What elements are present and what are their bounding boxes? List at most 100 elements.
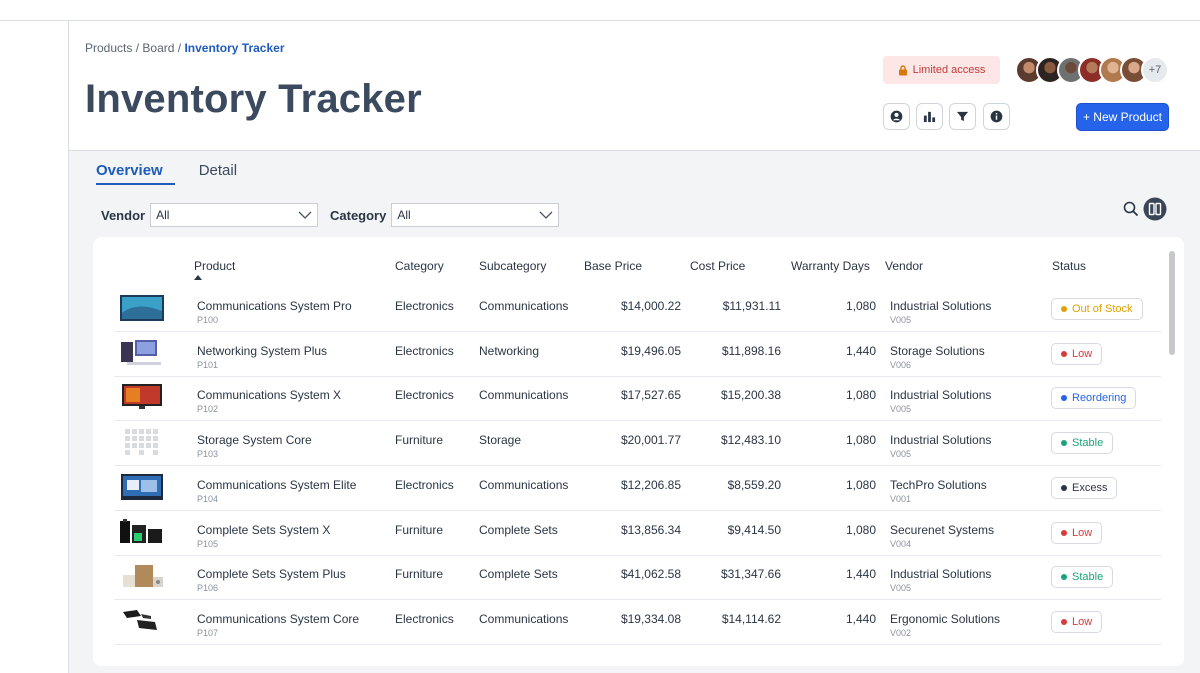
product-name[interactable]: Communications System Pro — [197, 299, 352, 313]
header-warranty-days[interactable]: Warranty Days — [791, 259, 870, 273]
header-category[interactable]: Category — [395, 259, 444, 273]
product-thumbnail — [123, 565, 163, 588]
table-row[interactable]: Complete Sets System X P105 Furniture Co… — [93, 511, 1161, 556]
table-row[interactable]: Communications System Elite P104 Electro… — [93, 466, 1161, 511]
table-row[interactable]: Communications System Core P107 Electron… — [93, 600, 1161, 645]
table-row[interactable]: Communications System X P102 Electronics… — [93, 376, 1161, 422]
vendor-id: V006 — [890, 359, 912, 370]
row-divider — [115, 420, 1161, 422]
table-row[interactable]: Storage System Core P103 Furniture Stora… — [93, 421, 1161, 467]
chart-view-button[interactable] — [916, 103, 943, 130]
status-badge: Out of Stock — [1051, 298, 1143, 320]
subcategory-cell: Complete Sets — [479, 522, 558, 537]
vendor-id: V005 — [890, 315, 912, 325]
status-label: Reordering — [1072, 392, 1127, 405]
product-cell: Storage System Core P103 — [197, 433, 312, 459]
base-price-cell: $14,000.22 — [620, 299, 681, 313]
user-circle-icon — [890, 110, 903, 123]
subcategory-cell: Storage — [479, 433, 522, 448]
limited-access-label: Limited access — [912, 64, 986, 76]
product-name[interactable]: Communications System Elite — [197, 477, 357, 492]
product-id: P106 — [197, 583, 219, 594]
breadcrumb-separator: / — [177, 41, 182, 55]
collaborator-avatars[interactable]: +7 — [1015, 56, 1169, 84]
vendor-id: V005 — [890, 449, 912, 460]
header-base-price[interactable]: Base Price — [584, 259, 643, 273]
vendor-id: V004 — [890, 538, 912, 549]
base-price-cell: $13,856.34 — [620, 522, 681, 537]
status-dot — [1061, 306, 1067, 312]
new-product-button[interactable]: + New Product — [1076, 103, 1169, 131]
header-subcategory[interactable]: Subcategory — [479, 259, 547, 273]
vendor-name: Securenet Systems — [890, 522, 995, 537]
product-name[interactable]: Communications System Core — [197, 611, 360, 626]
table-row[interactable]: Complete Sets System Plus P106 Furniture… — [93, 555, 1161, 601]
vendor-cell: Storage Solutions V006 — [890, 344, 985, 370]
vendor-filter-label: Vendor — [101, 207, 146, 223]
product-name[interactable]: Complete Sets System X — [197, 522, 331, 537]
breadcrumb: Products / Board / Inventory Tracker — [85, 41, 285, 55]
filter-icon — [956, 111, 969, 122]
row-divider — [115, 509, 1161, 511]
base-price-cell: $12,206.85 — [620, 477, 681, 492]
header-cost-price[interactable]: Cost Price — [690, 259, 746, 273]
chevron-down-icon — [539, 211, 553, 219]
vertical-scrollbar[interactable] — [1169, 251, 1175, 355]
product-name[interactable]: Communications System X — [197, 388, 342, 403]
status-badge: Stable — [1051, 566, 1114, 589]
table-row[interactable]: Networking System Plus P101 Electronics … — [93, 332, 1161, 377]
more-avatars-count[interactable]: +7 — [1141, 56, 1169, 84]
status-dot — [1061, 440, 1067, 447]
vendor-id: V005 — [890, 404, 912, 415]
breadcrumb-separator: / — [135, 41, 140, 55]
header-vendor[interactable]: Vendor — [885, 259, 924, 273]
user-filter-button[interactable] — [883, 103, 910, 130]
table-row[interactable]: Communications System Pro P100 Electroni… — [93, 287, 1161, 332]
status-badge: Low — [1051, 610, 1103, 633]
sort-asc-icon[interactable] — [194, 275, 202, 280]
info-button[interactable] — [983, 103, 1010, 130]
subcategory-cell: Networking — [479, 343, 540, 358]
filter-button[interactable] — [949, 103, 976, 130]
page-title: Inventory Tracker — [85, 77, 422, 121]
status-badge: Excess — [1051, 476, 1118, 499]
status-label: Stable — [1072, 571, 1104, 584]
category-select[interactable]: All — [391, 203, 560, 227]
category-cell: Furniture — [395, 433, 444, 448]
product-cell: Complete Sets System X P105 — [197, 523, 330, 549]
left-rail — [0, 21, 69, 673]
product-id: P103 — [197, 449, 219, 460]
cost-price-cell: $12,483.10 — [720, 433, 781, 448]
product-cell: Complete Sets System Plus P106 — [197, 567, 346, 593]
header-product[interactable]: Product — [194, 259, 236, 273]
category-cell: Electronics — [395, 388, 454, 403]
view-tabs: Overview Detail — [96, 159, 261, 185]
warranty-days-cell: 1,440 — [845, 343, 876, 358]
limited-access-badge[interactable]: Limited access — [883, 56, 1000, 84]
base-price-cell: $17,527.65 — [620, 388, 681, 403]
columns-toggle-button[interactable] — [1143, 197, 1167, 226]
breadcrumb-board[interactable]: Board — [142, 41, 175, 55]
vendor-cell: Securenet Systems V004 — [890, 523, 994, 549]
header-status[interactable]: Status — [1052, 259, 1087, 273]
vendor-id: V001 — [890, 493, 912, 504]
vendor-id: V002 — [890, 627, 912, 638]
product-name[interactable]: Networking System Plus — [197, 343, 328, 358]
status-badge: Low — [1051, 521, 1103, 544]
cost-price-cell: $31,347.66 — [720, 567, 781, 582]
category-filter: Category All — [330, 203, 560, 227]
inventory-table: Product Category Subcategory Base Price … — [93, 237, 1184, 666]
vendor-name: Ergonomic Solutions — [890, 611, 1001, 626]
tab-overview[interactable]: Overview — [96, 159, 175, 185]
vendor-name: Industrial Solutions — [890, 433, 992, 448]
vendor-select[interactable]: All — [150, 203, 319, 227]
product-name[interactable]: Storage System Core — [197, 433, 312, 448]
columns-icon — [1143, 197, 1167, 221]
search-button[interactable] — [1123, 201, 1139, 222]
row-divider — [115, 599, 1161, 601]
breadcrumb-products[interactable]: Products — [85, 41, 133, 55]
product-name[interactable]: Complete Sets System Plus — [197, 567, 346, 582]
tab-detail[interactable]: Detail — [198, 162, 238, 179]
cost-price-cell: $15,200.38 — [720, 388, 781, 403]
status-label: Low — [1072, 347, 1093, 360]
